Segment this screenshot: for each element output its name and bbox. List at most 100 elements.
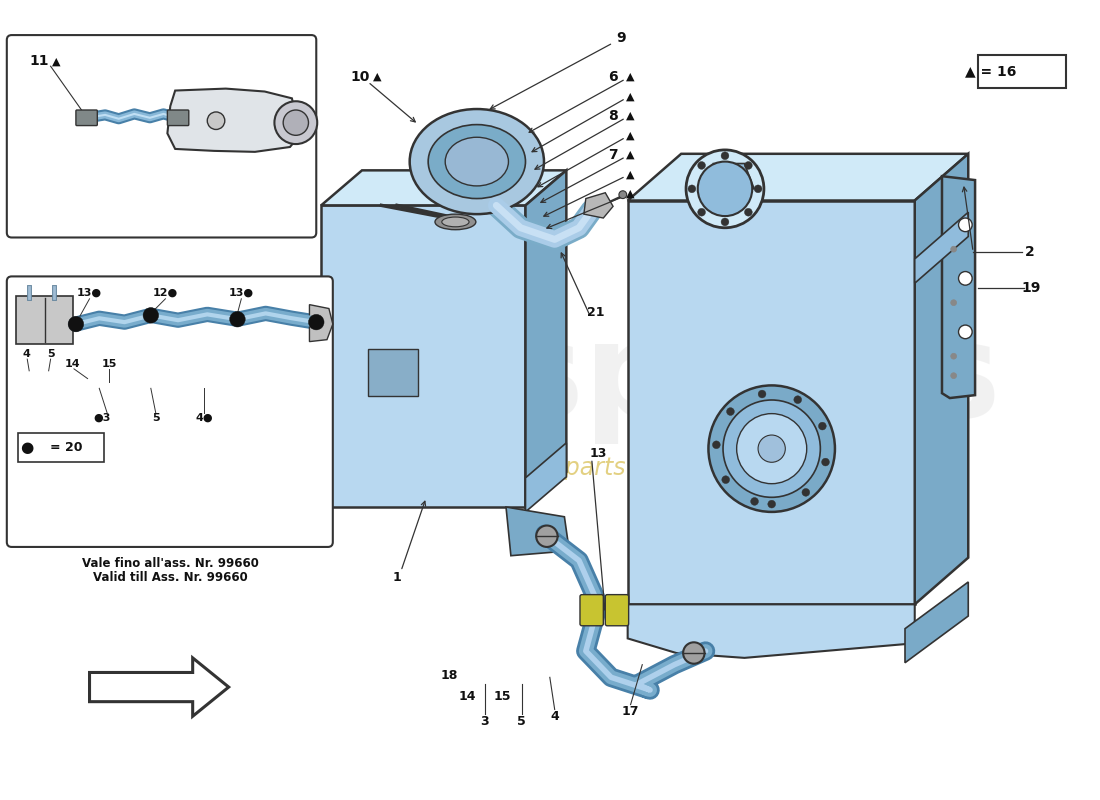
Text: ▲ = 16: ▲ = 16	[965, 64, 1016, 78]
FancyBboxPatch shape	[605, 594, 628, 626]
Circle shape	[818, 422, 826, 430]
Text: 4: 4	[22, 350, 30, 359]
Circle shape	[723, 400, 821, 498]
Polygon shape	[89, 658, 229, 716]
Text: 8: 8	[608, 109, 618, 123]
Ellipse shape	[409, 109, 544, 214]
Text: 21: 21	[586, 306, 604, 319]
Text: 14: 14	[65, 359, 80, 369]
Text: ▲: ▲	[626, 91, 635, 102]
Text: Vale fino all'ass. Nr. 99660: Vale fino all'ass. Nr. 99660	[81, 557, 258, 570]
FancyBboxPatch shape	[167, 110, 189, 126]
Polygon shape	[628, 604, 915, 658]
Polygon shape	[526, 170, 566, 507]
Circle shape	[143, 307, 158, 323]
Polygon shape	[628, 154, 968, 201]
Text: 2: 2	[1025, 245, 1034, 259]
Circle shape	[207, 112, 224, 130]
Circle shape	[745, 162, 752, 170]
Circle shape	[722, 476, 729, 483]
Polygon shape	[915, 212, 968, 283]
Text: 18: 18	[441, 669, 459, 682]
Text: 5: 5	[517, 714, 526, 728]
Circle shape	[737, 414, 806, 484]
Text: a passion for parts since 1985: a passion for parts since 1985	[406, 456, 762, 480]
Circle shape	[697, 162, 752, 216]
Text: 5: 5	[152, 413, 160, 422]
FancyBboxPatch shape	[580, 594, 603, 626]
Polygon shape	[942, 176, 975, 398]
Text: 19: 19	[1022, 281, 1042, 295]
Text: 10: 10	[351, 70, 370, 84]
Ellipse shape	[428, 125, 526, 198]
FancyBboxPatch shape	[76, 110, 97, 126]
Polygon shape	[506, 507, 570, 556]
Circle shape	[768, 500, 776, 508]
Polygon shape	[526, 443, 566, 512]
Circle shape	[713, 441, 721, 449]
Circle shape	[794, 396, 802, 403]
Circle shape	[950, 246, 957, 252]
Circle shape	[686, 150, 763, 228]
Polygon shape	[167, 89, 299, 152]
Circle shape	[308, 314, 324, 330]
Polygon shape	[321, 170, 566, 206]
Text: Valid till Ass. Nr. 99660: Valid till Ass. Nr. 99660	[92, 570, 248, 584]
Text: 13: 13	[590, 447, 607, 460]
Text: 4●: 4●	[196, 413, 213, 422]
Text: ▲: ▲	[373, 72, 382, 82]
Text: 5: 5	[47, 350, 54, 359]
Text: ▲: ▲	[626, 130, 635, 140]
Circle shape	[708, 386, 835, 512]
Text: ●3: ●3	[94, 413, 111, 422]
Text: ▲: ▲	[626, 170, 635, 179]
Text: ▲: ▲	[626, 189, 635, 198]
Circle shape	[688, 185, 696, 193]
Polygon shape	[309, 305, 333, 342]
FancyBboxPatch shape	[7, 35, 317, 238]
Circle shape	[758, 435, 785, 462]
Circle shape	[722, 152, 729, 160]
FancyBboxPatch shape	[18, 433, 104, 462]
Circle shape	[683, 642, 704, 664]
Circle shape	[536, 526, 558, 547]
FancyBboxPatch shape	[15, 296, 73, 343]
Circle shape	[758, 390, 766, 398]
Polygon shape	[628, 201, 915, 604]
Text: 13●: 13●	[229, 288, 254, 298]
Text: eurospares: eurospares	[166, 317, 1001, 444]
Circle shape	[697, 208, 705, 216]
Text: 6: 6	[608, 70, 618, 84]
Circle shape	[745, 208, 752, 216]
Circle shape	[750, 498, 758, 506]
FancyBboxPatch shape	[978, 54, 1066, 88]
Circle shape	[958, 325, 972, 338]
Text: 13●: 13●	[77, 288, 102, 298]
Text: 17: 17	[621, 705, 639, 718]
Circle shape	[727, 408, 735, 415]
Circle shape	[958, 271, 972, 285]
Polygon shape	[321, 206, 526, 507]
Text: 14: 14	[459, 690, 476, 703]
Text: ▲: ▲	[626, 72, 635, 82]
Circle shape	[722, 218, 729, 226]
Text: ●: ●	[21, 440, 34, 455]
Circle shape	[950, 300, 957, 306]
Circle shape	[950, 373, 957, 378]
Text: ▲: ▲	[626, 111, 635, 121]
Text: 12●: 12●	[153, 288, 178, 298]
Circle shape	[802, 489, 810, 496]
Text: 1: 1	[393, 570, 402, 584]
Circle shape	[950, 354, 957, 359]
Text: 11: 11	[30, 54, 48, 68]
Circle shape	[274, 102, 317, 144]
Polygon shape	[705, 163, 755, 189]
Text: 3: 3	[481, 714, 488, 728]
Text: 9: 9	[616, 31, 626, 45]
Circle shape	[230, 311, 245, 327]
FancyBboxPatch shape	[7, 277, 333, 547]
Text: = 20: = 20	[50, 441, 82, 454]
Text: 15: 15	[494, 690, 510, 703]
Polygon shape	[915, 154, 968, 604]
Text: 7: 7	[608, 148, 618, 162]
